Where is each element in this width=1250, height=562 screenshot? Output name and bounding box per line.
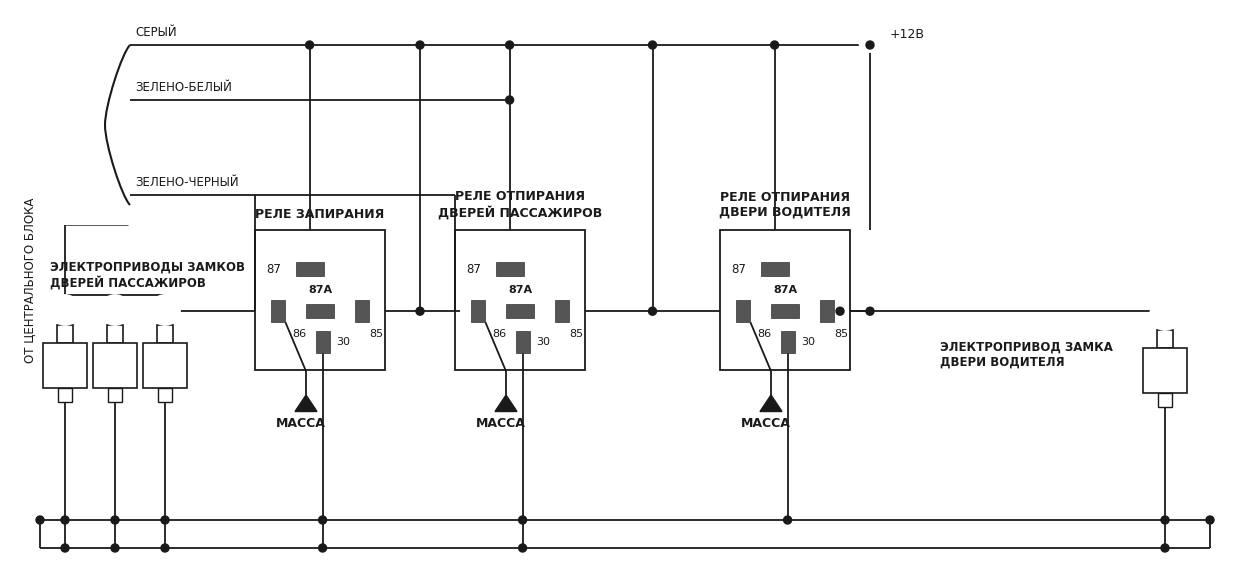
Bar — [42, 343, 88, 388]
Circle shape — [100, 295, 130, 325]
Polygon shape — [760, 395, 782, 411]
Text: ОТ ЦЕНТРАЛЬНОГО БЛОКА: ОТ ЦЕНТРАЛЬНОГО БЛОКА — [24, 197, 36, 362]
Circle shape — [148, 348, 182, 382]
Circle shape — [36, 516, 44, 524]
Bar — [58, 388, 72, 402]
Bar — [315, 331, 330, 353]
Bar — [495, 262, 524, 276]
Circle shape — [649, 41, 656, 49]
Text: МАССА: МАССА — [741, 417, 791, 430]
Text: +12В: +12В — [890, 29, 925, 42]
Bar — [1142, 348, 1188, 393]
Bar — [158, 388, 172, 402]
Circle shape — [98, 348, 132, 382]
Circle shape — [770, 41, 779, 49]
Circle shape — [416, 307, 424, 315]
Circle shape — [50, 295, 80, 325]
Bar — [1158, 393, 1172, 407]
Text: ЭЛЕКТРОПРИВОД ЗАМКА
ДВЕРИ ВОДИТЕЛЯ: ЭЛЕКТРОПРИВОД ЗАМКА ДВЕРИ ВОДИТЕЛЯ — [940, 341, 1112, 369]
Circle shape — [1148, 353, 1182, 387]
Text: 85: 85 — [835, 329, 849, 339]
Circle shape — [1161, 544, 1169, 552]
Circle shape — [111, 516, 119, 524]
Bar — [355, 300, 369, 322]
Bar — [107, 388, 122, 402]
Text: РЕЛЕ ОТПИРАНИЯ
ДВЕРИ ВОДИТЕЛЯ: РЕЛЕ ОТПИРАНИЯ ДВЕРИ ВОДИТЕЛЯ — [719, 191, 851, 219]
Circle shape — [305, 41, 314, 49]
Circle shape — [519, 544, 526, 552]
Circle shape — [519, 516, 526, 524]
Text: ЗЕЛЕНО-ЧЕРНЫЙ: ЗЕЛЕНО-ЧЕРНЫЙ — [135, 176, 239, 189]
Text: РЕЛЕ ОТПИРАНИЯ
ДВЕРЕЙ ПАССАЖИРОВ: РЕЛЕ ОТПИРАНИЯ ДВЕРЕЙ ПАССАЖИРОВ — [438, 191, 602, 220]
Text: ЭЛЕКТРОПРИВОДЫ ЗАМКОВ
ДВЕРЕЙ ПАССАЖИРОВ: ЭЛЕКТРОПРИВОДЫ ЗАМКОВ ДВЕРЕЙ ПАССАЖИРОВ — [50, 261, 245, 290]
Text: 85: 85 — [370, 329, 384, 339]
Text: 30: 30 — [801, 337, 815, 347]
Bar — [271, 300, 285, 322]
Bar — [107, 325, 122, 343]
Text: 87А: 87А — [308, 285, 332, 295]
Circle shape — [61, 516, 69, 524]
Bar — [142, 343, 188, 388]
Bar — [158, 325, 172, 343]
Bar — [820, 300, 834, 322]
Circle shape — [784, 516, 791, 524]
Circle shape — [505, 41, 514, 49]
Circle shape — [161, 516, 169, 524]
Bar — [555, 300, 569, 322]
Text: РЕЛЕ ЗАПИРАНИЯ: РЕЛЕ ЗАПИРАНИЯ — [255, 209, 385, 221]
Bar — [295, 262, 324, 276]
Circle shape — [319, 516, 326, 524]
Bar — [1158, 330, 1172, 348]
Text: МАССА: МАССА — [476, 417, 526, 430]
Text: СЕРЫЙ: СЕРЫЙ — [135, 26, 176, 39]
Circle shape — [649, 307, 656, 315]
Bar — [771, 304, 799, 318]
Bar — [471, 300, 485, 322]
Text: 30: 30 — [536, 337, 550, 347]
Text: 87: 87 — [466, 262, 481, 276]
Circle shape — [416, 41, 424, 49]
Polygon shape — [295, 395, 318, 411]
Bar — [515, 331, 530, 353]
Circle shape — [48, 348, 82, 382]
Circle shape — [111, 544, 119, 552]
Circle shape — [866, 41, 874, 49]
Circle shape — [505, 96, 514, 104]
Circle shape — [1206, 516, 1214, 524]
Text: 86: 86 — [492, 329, 506, 339]
Bar — [760, 262, 789, 276]
Circle shape — [859, 30, 881, 52]
Circle shape — [836, 307, 844, 315]
Text: 87: 87 — [731, 262, 746, 276]
Bar — [255, 230, 385, 370]
Circle shape — [150, 295, 180, 325]
Bar — [92, 343, 138, 388]
Polygon shape — [495, 395, 518, 411]
Bar — [736, 300, 750, 322]
Bar — [780, 331, 795, 353]
Circle shape — [161, 544, 169, 552]
Bar — [306, 304, 334, 318]
Circle shape — [61, 544, 69, 552]
Text: 30: 30 — [336, 337, 350, 347]
Circle shape — [319, 544, 326, 552]
Text: 86: 86 — [292, 329, 306, 339]
Bar — [720, 230, 850, 370]
Bar — [506, 304, 534, 318]
Text: 87А: 87А — [508, 285, 532, 295]
Circle shape — [1150, 300, 1180, 330]
Bar — [455, 230, 585, 370]
Text: 85: 85 — [570, 329, 584, 339]
Circle shape — [1161, 516, 1169, 524]
Text: 86: 86 — [758, 329, 771, 339]
Bar — [58, 325, 72, 343]
Text: ЗЕЛЕНО-БЕЛЫЙ: ЗЕЛЕНО-БЕЛЫЙ — [135, 81, 232, 94]
Circle shape — [866, 307, 874, 315]
Text: 87: 87 — [266, 262, 281, 276]
Text: 87А: 87А — [772, 285, 798, 295]
Text: МАССА: МАССА — [276, 417, 326, 430]
